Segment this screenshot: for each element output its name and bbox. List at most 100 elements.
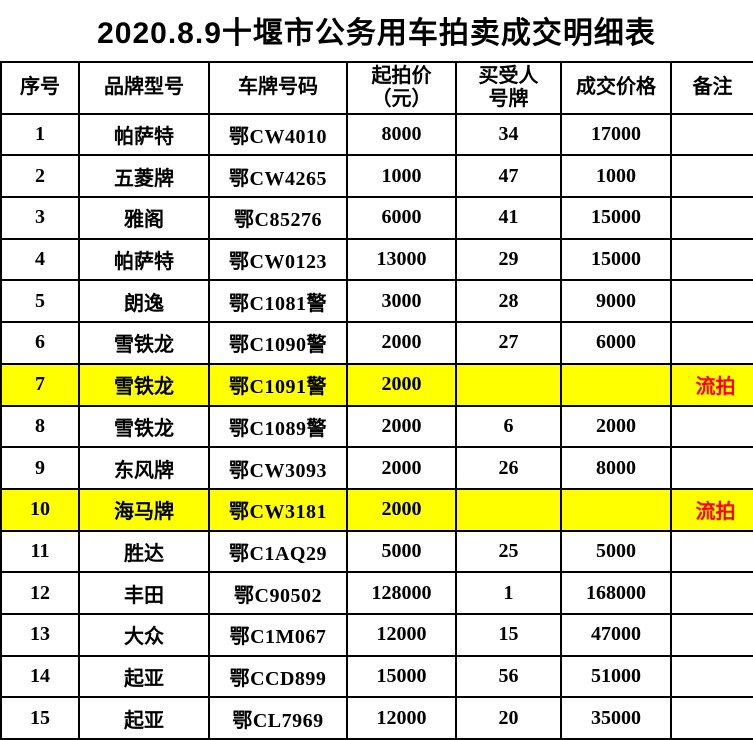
col-header-index: 序号 [0, 60, 80, 115]
cell-start-price: 2000 [346, 446, 457, 490]
cell-deal-price: 6000 [560, 321, 672, 365]
cell-start-price: 6000 [346, 196, 457, 240]
cell-deal-price: 51000 [560, 654, 672, 699]
table-row: 15 起亚 鄂CL7969 12000 20 35000 [0, 696, 753, 740]
cell-brand: 起亚 [78, 696, 210, 740]
cell-buyer-no: 26 [455, 446, 562, 490]
table-header-row: 序号 品牌型号 车牌号码 起拍价 （元） 买受人 号牌 成交价格 备注 [0, 60, 753, 115]
cell-deal-price: 47000 [560, 612, 672, 657]
cell-start-price: 12000 [346, 612, 457, 657]
cell-start-price: 2000 [346, 404, 457, 449]
cell-index: 5 [0, 279, 80, 324]
cell-remark [670, 321, 753, 365]
cell-index: 11 [0, 529, 80, 574]
cell-index: 14 [0, 654, 80, 699]
table-row: 1 帕萨特 鄂CW4010 8000 34 17000 [0, 112, 753, 157]
cell-brand: 帕萨特 [78, 112, 210, 157]
col-header-start-price: 起拍价 （元） [346, 60, 457, 115]
cell-index: 13 [0, 612, 80, 657]
cell-remark [670, 612, 753, 657]
cell-remark [670, 404, 753, 449]
cell-brand: 雪铁龙 [78, 362, 210, 407]
cell-buyer-no: 56 [455, 654, 562, 699]
table-row: 2 五菱牌 鄂CW4265 1000 47 1000 [0, 154, 753, 199]
cell-index: 8 [0, 404, 80, 449]
cell-brand: 胜达 [78, 529, 210, 574]
table-row: 3 雅阁 鄂C85276 6000 41 15000 [0, 196, 753, 240]
cell-plate: 鄂C90502 [208, 571, 348, 615]
cell-brand: 起亚 [78, 654, 210, 699]
col-header-plate: 车牌号码 [208, 60, 348, 115]
cell-buyer-no: 27 [455, 321, 562, 365]
cell-buyer-no: 25 [455, 529, 562, 574]
auction-table: 序号 品牌型号 车牌号码 起拍价 （元） 买受人 号牌 成交价格 备注 1 帕萨特… [0, 60, 753, 740]
cell-start-price: 1000 [346, 154, 457, 199]
cell-start-price: 128000 [346, 571, 457, 615]
cell-deal-price: 5000 [560, 529, 672, 574]
cell-plate: 鄂C1AQ29 [208, 529, 348, 574]
cell-index: 12 [0, 571, 80, 615]
cell-buyer-no: 1 [455, 571, 562, 615]
cell-remark [670, 571, 753, 615]
cell-index: 3 [0, 196, 80, 240]
cell-brand: 五菱牌 [78, 154, 210, 199]
cell-plate: 鄂CL7969 [208, 696, 348, 740]
cell-start-price: 3000 [346, 279, 457, 324]
col-header-brand: 品牌型号 [78, 60, 210, 115]
cell-remark: 流拍 [670, 362, 753, 407]
cell-brand: 帕萨特 [78, 237, 210, 282]
cell-buyer-no: 20 [455, 696, 562, 740]
cell-plate: 鄂CW4265 [208, 154, 348, 199]
cell-plate: 鄂C1081警 [208, 279, 348, 324]
cell-remark: 流拍 [670, 487, 753, 532]
cell-plate: 鄂C1M067 [208, 612, 348, 657]
cell-remark [670, 696, 753, 740]
cell-remark [670, 154, 753, 199]
cell-index: 2 [0, 154, 80, 199]
cell-plate: 鄂C1089警 [208, 404, 348, 449]
cell-index: 10 [0, 487, 80, 532]
cell-brand: 朗逸 [78, 279, 210, 324]
cell-index: 9 [0, 446, 80, 490]
cell-deal-price: 35000 [560, 696, 672, 740]
cell-plate: 鄂CW0123 [208, 237, 348, 282]
cell-start-price: 13000 [346, 237, 457, 282]
cell-plate: 鄂CW4010 [208, 112, 348, 157]
cell-plate: 鄂CCD899 [208, 654, 348, 699]
cell-buyer-no [455, 362, 562, 407]
col-header-deal-price: 成交价格 [560, 60, 672, 115]
cell-buyer-no: 28 [455, 279, 562, 324]
cell-buyer-no: 6 [455, 404, 562, 449]
cell-buyer-no: 29 [455, 237, 562, 282]
cell-deal-price: 2000 [560, 404, 672, 449]
cell-index: 7 [0, 362, 80, 407]
cell-plate: 鄂CW3181 [208, 487, 348, 532]
table-body: 1 帕萨特 鄂CW4010 8000 34 17000 2 五菱牌 鄂CW4265 1000 47 1… [0, 112, 753, 740]
cell-remark [670, 279, 753, 324]
table-row: 14 起亚 鄂CCD899 15000 56 51000 [0, 654, 753, 699]
cell-start-price: 8000 [346, 112, 457, 157]
cell-deal-price: 1000 [560, 154, 672, 199]
cell-index: 15 [0, 696, 80, 740]
cell-deal-price: 17000 [560, 112, 672, 157]
cell-brand: 海马牌 [78, 487, 210, 532]
table-row: 10 海马牌 鄂CW3181 2000 流拍 [0, 487, 753, 532]
cell-brand: 大众 [78, 612, 210, 657]
cell-start-price: 12000 [346, 696, 457, 740]
table-row: 13 大众 鄂C1M067 12000 15 47000 [0, 612, 753, 657]
cell-index: 4 [0, 237, 80, 282]
col-header-buyer-no: 买受人 号牌 [455, 60, 562, 115]
table-row: 4 帕萨特 鄂CW0123 13000 29 15000 [0, 237, 753, 282]
cell-remark [670, 237, 753, 282]
cell-start-price: 2000 [346, 362, 457, 407]
cell-deal-price: 9000 [560, 279, 672, 324]
cell-buyer-no [455, 487, 562, 532]
cell-plate: 鄂C1091警 [208, 362, 348, 407]
cell-brand: 东风牌 [78, 446, 210, 490]
cell-deal-price: 15000 [560, 237, 672, 282]
cell-buyer-no: 41 [455, 196, 562, 240]
cell-remark [670, 446, 753, 490]
cell-deal-price [560, 487, 672, 532]
cell-brand: 雪铁龙 [78, 404, 210, 449]
cell-deal-price: 8000 [560, 446, 672, 490]
